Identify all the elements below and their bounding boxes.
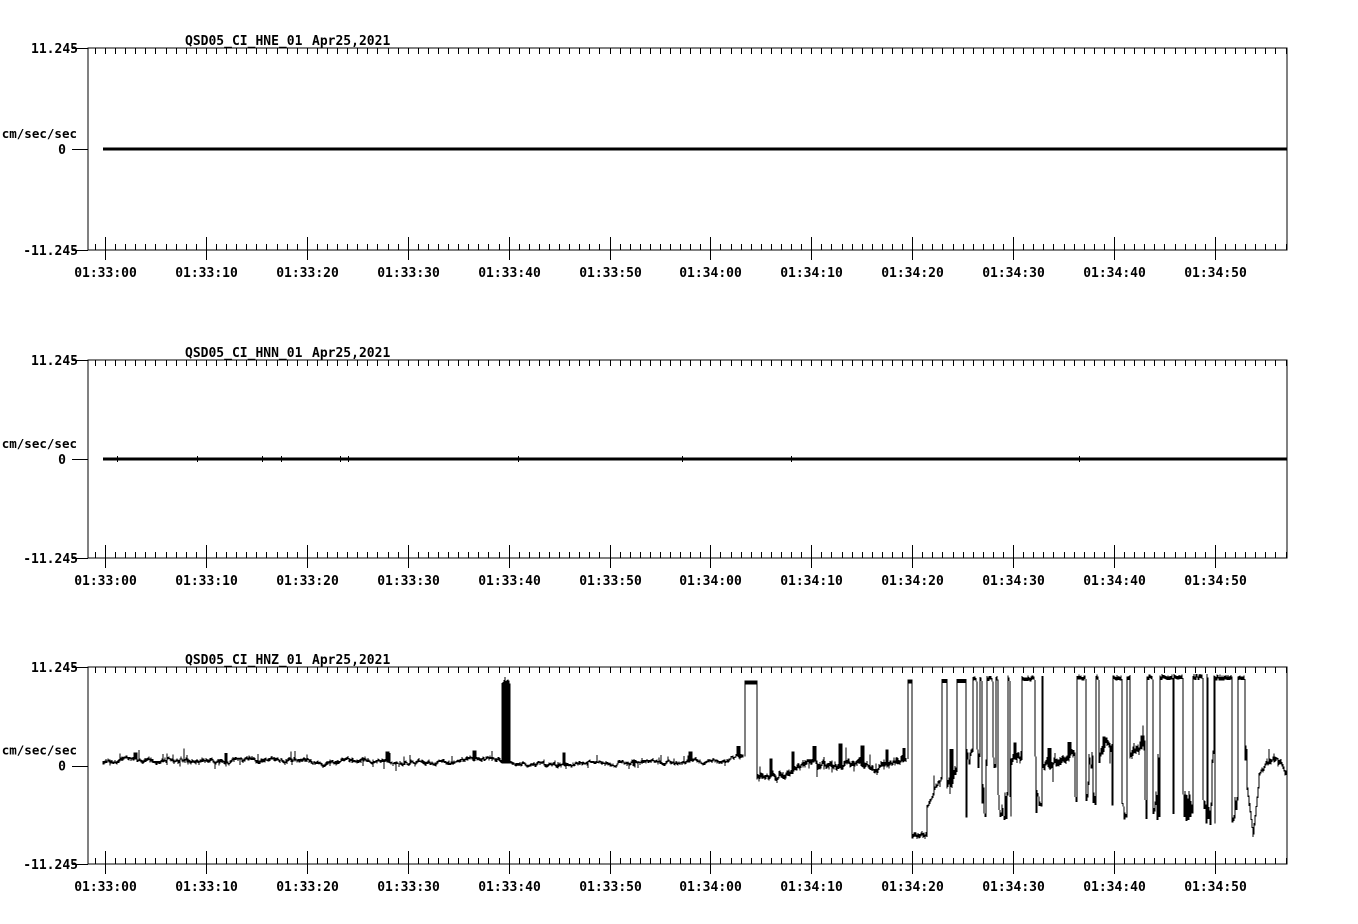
chart-title-station: QSD05_CI_HNN_01 (185, 346, 303, 361)
y-tick-label: -11.245 (23, 244, 78, 259)
x-tick-label: 01:34:10 (780, 880, 843, 895)
x-tick-label: 01:34:20 (881, 880, 944, 895)
waveform-trace (102, 674, 1288, 839)
y-tick-label: 0 (58, 760, 66, 775)
x-tick-label: 01:34:00 (679, 880, 742, 895)
y-tick-label: 11.245 (31, 354, 78, 369)
x-tick-label: 01:34:30 (982, 880, 1045, 895)
bottom-minor-ticks (95, 552, 1287, 558)
x-tick-label: 01:33:20 (276, 574, 339, 589)
chart-panel-hnz: 01:33:00 01:33:10 01:33:20 01:33:30 01:33:40… (2, 653, 1288, 895)
x-tick-label: 01:34:10 (780, 266, 843, 281)
y-tick-label: 0 (58, 453, 66, 468)
bottom-minor-ticks (95, 244, 1287, 250)
plot-frame (87, 666, 1288, 865)
y-axis-unit-label: cm/sec/sec (2, 436, 77, 451)
x-tick-label: 01:34:00 (679, 574, 742, 589)
bottom-major-ticks (105, 545, 1216, 568)
chart-title-station: QSD05_CI_HNZ_01 (185, 653, 303, 668)
y-axis-unit-label: cm/sec/sec (2, 743, 77, 758)
x-tick-label: 01:33:30 (377, 880, 440, 895)
x-tick-label: 01:34:20 (881, 574, 944, 589)
x-tick-label: 01:34:50 (1184, 266, 1247, 281)
top-minor-ticks (95, 667, 1287, 673)
chart-title-date: Apr25,2021 (312, 346, 390, 361)
y-tick-label: -11.245 (23, 552, 78, 567)
x-tick-label: 01:33:10 (175, 574, 238, 589)
x-tick-label: 01:34:40 (1083, 574, 1146, 589)
x-tick-label: 01:34:50 (1184, 880, 1247, 895)
bottom-minor-ticks (95, 858, 1287, 864)
x-tick-label: 01:34:30 (982, 266, 1045, 281)
x-tick-label: 01:33:40 (478, 880, 541, 895)
bottom-major-ticks (105, 851, 1216, 874)
y-tick-label: -11.245 (23, 858, 78, 873)
x-tick-label: 01:34:10 (780, 574, 843, 589)
chart-panel-hnn: 01:33:00 01:33:10 01:33:20 01:33:30 01:33:40… (2, 346, 1288, 589)
y-tick-label: 11.245 (31, 42, 78, 57)
x-tick-label: 01:33:10 (175, 266, 238, 281)
x-tick-label: 01:33:40 (478, 266, 541, 281)
waveform-blips (117, 456, 1080, 462)
x-tick-label: 01:33:00 (74, 880, 137, 895)
x-tick-label: 01:33:20 (276, 266, 339, 281)
x-tick-label: 01:33:50 (579, 574, 642, 589)
y-axis-unit-label: cm/sec/sec (2, 126, 77, 141)
x-tick-label: 01:34:30 (982, 574, 1045, 589)
bottom-major-ticks (105, 237, 1216, 260)
y-axis-ticks (72, 667, 88, 865)
x-tick-label: 01:34:40 (1083, 266, 1146, 281)
chart-title-date: Apr25,2021 (312, 653, 390, 668)
chart-panel-hne: 01:33:00 01:33:10 01:33:20 01:33:30 01:33:40… (2, 34, 1288, 281)
x-tick-label: 01:33:30 (377, 266, 440, 281)
x-tick-label: 01:33:00 (74, 574, 137, 589)
x-tick-label: 01:33:00 (74, 266, 137, 281)
y-axis-ticks (72, 48, 88, 251)
x-tick-label: 01:33:50 (579, 266, 642, 281)
x-tick-label: 01:34:00 (679, 266, 742, 281)
y-tick-label: 0 (58, 143, 66, 158)
x-tick-label: 01:33:50 (579, 880, 642, 895)
y-tick-label: 11.245 (31, 661, 78, 676)
x-tick-label: 01:33:20 (276, 880, 339, 895)
x-tick-label: 01:33:40 (478, 574, 541, 589)
chart-title-station: QSD05_CI_HNE_01 (185, 34, 303, 49)
top-minor-ticks (95, 48, 1287, 54)
x-tick-label: 01:33:10 (175, 880, 238, 895)
x-tick-label: 01:34:50 (1184, 574, 1247, 589)
x-tick-label: 01:33:30 (377, 574, 440, 589)
x-tick-label: 01:34:40 (1083, 880, 1146, 895)
y-axis-ticks (72, 360, 88, 559)
chart-title-date: Apr25,2021 (312, 34, 390, 49)
x-tick-label: 01:34:20 (881, 266, 944, 281)
top-minor-ticks (95, 360, 1287, 366)
